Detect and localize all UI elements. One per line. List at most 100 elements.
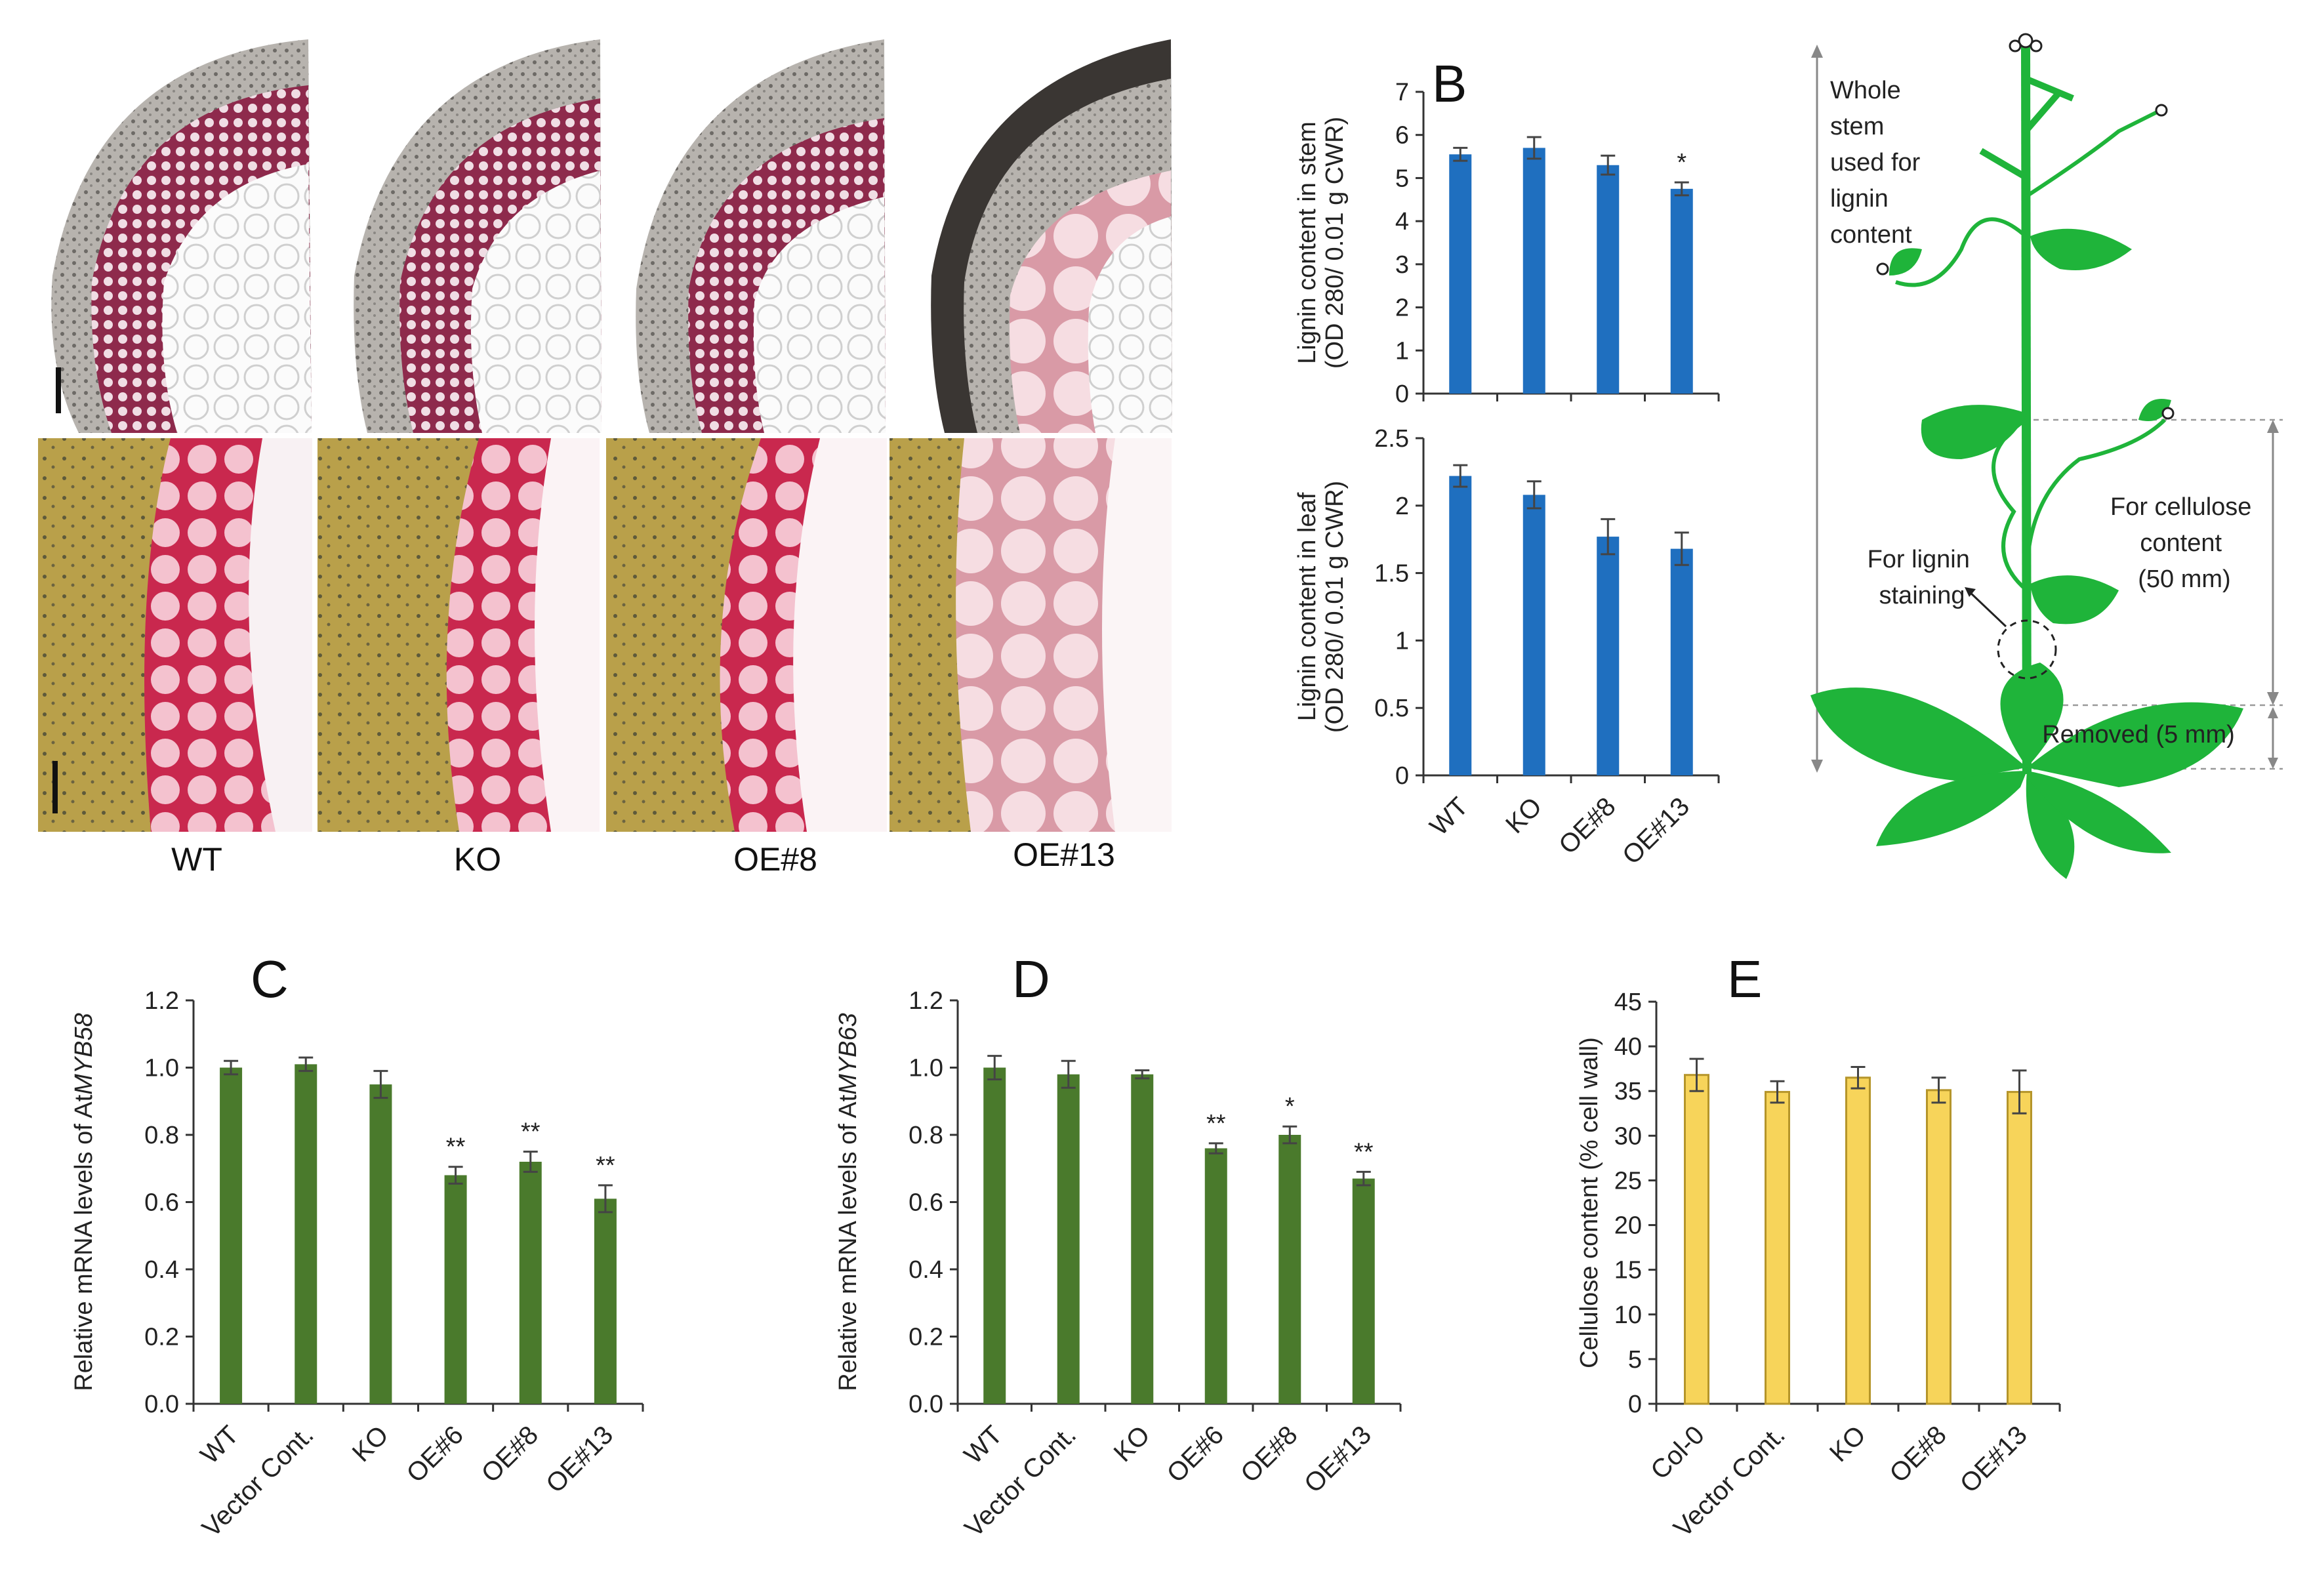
y-tick-label: 0.4 <box>144 1256 179 1284</box>
significance-marker: ** <box>521 1118 541 1146</box>
y-tick-label: 1.2 <box>909 987 943 1015</box>
y-tick-label: 0.6 <box>909 1189 943 1217</box>
leaf-section-wt <box>38 438 312 832</box>
bar <box>1684 1074 1709 1405</box>
removed-label: Removed (5 mm) <box>2042 721 2235 748</box>
plant-diagram: Whole stem used for lignin content <box>1810 33 2283 879</box>
y-axis-title: Relative mRNA levels of AtMYB58 <box>70 1013 98 1391</box>
y-tick-label: 1.0 <box>144 1055 179 1082</box>
y-tick-label: 30 <box>1614 1122 1642 1150</box>
y-tick-label: 1 <box>1395 337 1409 365</box>
category-label: WT <box>195 1420 244 1469</box>
category-label: WT <box>959 1420 1008 1469</box>
y-tick-label: 0.0 <box>909 1391 943 1418</box>
y-tick-label: 5 <box>1628 1346 1642 1374</box>
y-tick-label: 0.0 <box>144 1391 179 1418</box>
bar <box>519 1162 542 1404</box>
y-tick-label: 0 <box>1628 1391 1642 1418</box>
whole-stem-label: Whole stem used for lignin content <box>1830 77 1927 249</box>
y-tick-label: 2 <box>1395 295 1409 322</box>
category-label: OE#8 <box>1235 1420 1303 1488</box>
panel-label-e: E <box>1727 950 1762 1008</box>
y-tick-label: 0.2 <box>909 1324 943 1351</box>
category-label: WT <box>1425 792 1474 841</box>
sample-label: OE#13 <box>1013 836 1115 873</box>
bar <box>1926 1089 1951 1405</box>
category-label: Col-0 <box>1645 1420 1710 1485</box>
bar <box>1765 1091 1790 1405</box>
bar <box>1057 1074 1080 1404</box>
category-label: OE#6 <box>401 1420 468 1488</box>
significance-marker: ** <box>446 1134 466 1161</box>
bar <box>983 1067 1006 1404</box>
y-tick-label: 1 <box>1395 627 1409 655</box>
y-tick-label: 4 <box>1395 208 1409 235</box>
category-label: OE#8 <box>1553 792 1621 859</box>
leaf-section-oe8 <box>606 438 887 832</box>
significance-marker: * <box>1677 149 1686 176</box>
sample-label: KO <box>454 841 501 878</box>
y-tick-label: 35 <box>1614 1078 1642 1105</box>
bar <box>220 1067 243 1404</box>
y-tick-label: 45 <box>1614 989 1642 1016</box>
significance-marker: ** <box>596 1152 615 1179</box>
bar <box>1522 495 1545 775</box>
y-tick-label: 2.5 <box>1374 425 1409 453</box>
y-axis-title: Lignin content in stem <box>1294 121 1321 364</box>
bar <box>594 1198 617 1404</box>
y-tick-label: 3 <box>1395 251 1409 279</box>
panel-a: A <box>38 39 1172 878</box>
y-tick-label: 0.6 <box>144 1189 179 1217</box>
category-label: KO <box>1824 1420 1871 1467</box>
chart-b-stem: 0 1 2 3 4 5 6 7 * Lignin content in stem (OD 280/ … <box>1294 79 1720 408</box>
y-tick-label: 0.8 <box>144 1122 179 1149</box>
y-tick-label: 25 <box>1614 1167 1642 1195</box>
y-tick-label: 0.4 <box>909 1256 943 1284</box>
sample-label: WT <box>171 841 222 878</box>
stem-section-wt <box>46 39 312 433</box>
leaf-section-ko <box>317 438 600 832</box>
panel-label-b: B <box>1432 54 1467 113</box>
y-tick-label: 0 <box>1395 762 1409 790</box>
bar <box>1449 476 1472 775</box>
y-tick-label: 10 <box>1614 1301 1642 1329</box>
bar <box>295 1064 317 1404</box>
stem-section-oe8 <box>610 39 886 433</box>
panel-label-c: C <box>251 950 289 1008</box>
cellulose-label: For cellulose content (50 mm) <box>2110 493 2258 593</box>
y-tick-label: 0.5 <box>1374 695 1409 722</box>
bar <box>1670 548 1693 775</box>
y-axis-title: (OD 280/ 0.01 g CWR) <box>1321 117 1349 369</box>
category-label: OE#13 <box>1617 792 1695 870</box>
bar <box>2007 1091 2032 1405</box>
category-label: OE#6 <box>1162 1420 1229 1488</box>
y-tick-label: 15 <box>1614 1257 1642 1284</box>
bar <box>444 1175 467 1404</box>
y-tick-label: 40 <box>1614 1033 1642 1061</box>
y-tick-label: 6 <box>1395 122 1409 150</box>
category-label: OE#13 <box>541 1420 619 1498</box>
lignin-staining-label: For lignin staining <box>1868 546 1977 609</box>
y-axis-title: Lignin content in leaf <box>1294 492 1321 721</box>
bar <box>1522 148 1545 394</box>
category-label: KO <box>347 1420 394 1467</box>
category-label: OE#13 <box>1299 1420 1377 1498</box>
stem-section-oe13 <box>893 39 1172 433</box>
y-axis-title: (OD 280/ 0.01 g CWR) <box>1321 481 1349 733</box>
chart-b-leaf: 0 0.5 1 1.5 2 2.5 WT KO OE#8OE#13 Lignin content … <box>1294 425 1720 870</box>
y-tick-label: 1.0 <box>909 1055 943 1082</box>
bar <box>1449 154 1472 394</box>
bar <box>1597 165 1620 394</box>
bar <box>1204 1148 1227 1404</box>
bar <box>1352 1178 1375 1404</box>
significance-marker: * <box>1285 1093 1295 1120</box>
bar <box>1131 1074 1154 1404</box>
bar <box>1670 188 1693 394</box>
y-tick-label: 0.8 <box>909 1122 943 1149</box>
y-tick-label: 20 <box>1614 1212 1642 1240</box>
category-label: OE#8 <box>1884 1420 1951 1488</box>
